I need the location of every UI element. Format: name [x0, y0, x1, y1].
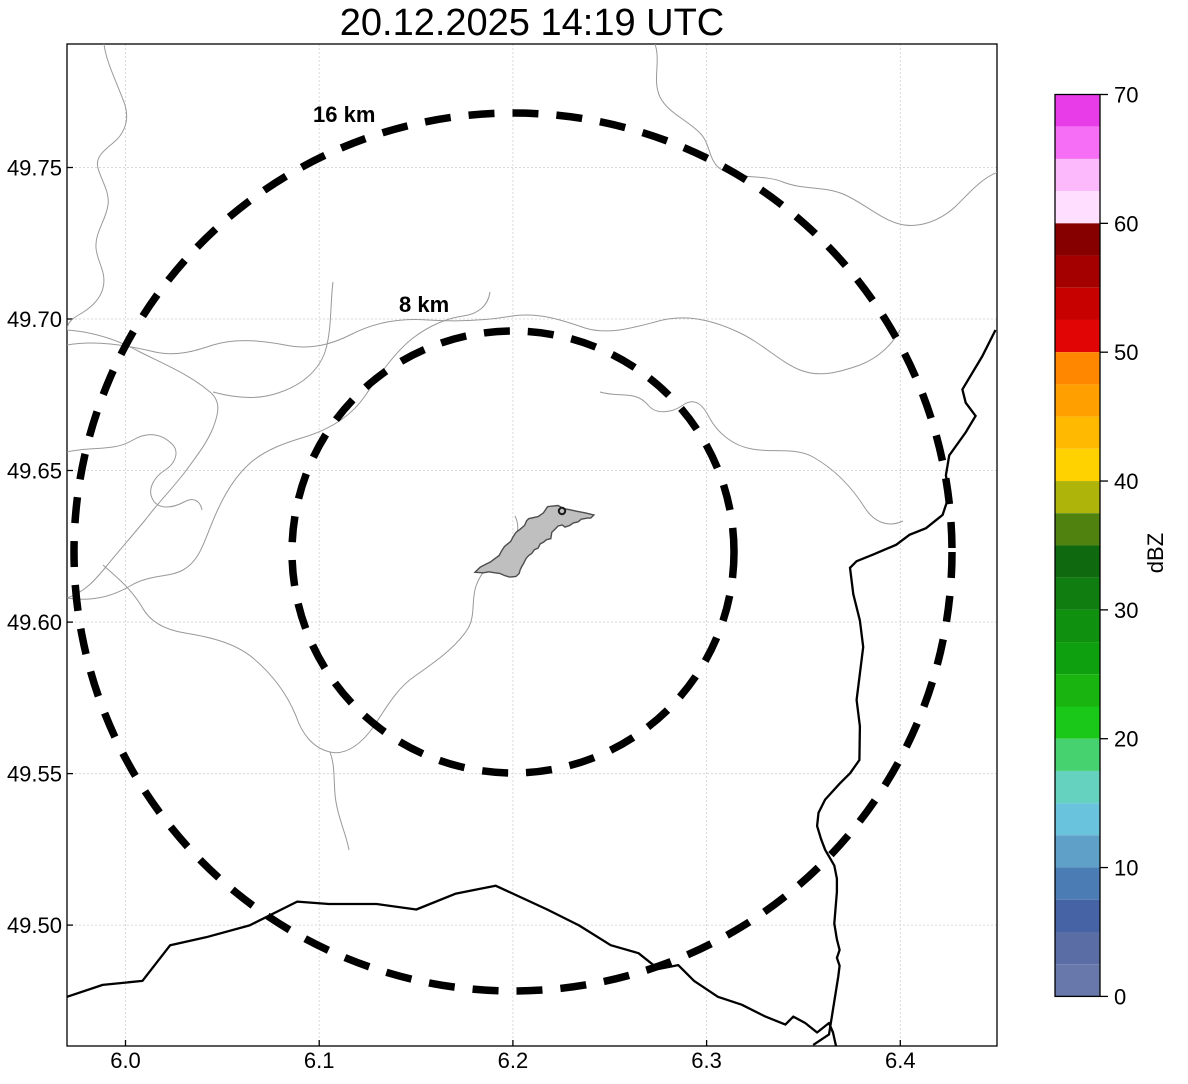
- svg-text:20: 20: [1114, 727, 1138, 752]
- svg-text:49.50: 49.50: [7, 913, 62, 938]
- svg-text:49.65: 49.65: [7, 459, 62, 484]
- svg-text:8 km: 8 km: [399, 292, 449, 317]
- svg-text:49.60: 49.60: [7, 610, 62, 635]
- svg-text:49.55: 49.55: [7, 762, 62, 787]
- svg-text:49.75: 49.75: [7, 156, 62, 181]
- svg-text:60: 60: [1114, 211, 1138, 236]
- svg-text:50: 50: [1114, 340, 1138, 365]
- svg-text:6.4: 6.4: [885, 1048, 916, 1073]
- svg-text:16 km: 16 km: [313, 102, 375, 127]
- svg-text:10: 10: [1114, 856, 1138, 881]
- svg-text:70: 70: [1114, 83, 1138, 108]
- svg-text:6.2: 6.2: [498, 1048, 529, 1073]
- svg-text:0: 0: [1114, 984, 1126, 1009]
- svg-text:6.0: 6.0: [110, 1048, 141, 1073]
- svg-text:6.3: 6.3: [691, 1048, 722, 1073]
- svg-text:30: 30: [1114, 598, 1138, 623]
- svg-text:dBZ: dBZ: [1143, 533, 1168, 573]
- svg-text:40: 40: [1114, 469, 1138, 494]
- svg-text:49.70: 49.70: [7, 307, 62, 332]
- svg-text:6.1: 6.1: [304, 1048, 335, 1073]
